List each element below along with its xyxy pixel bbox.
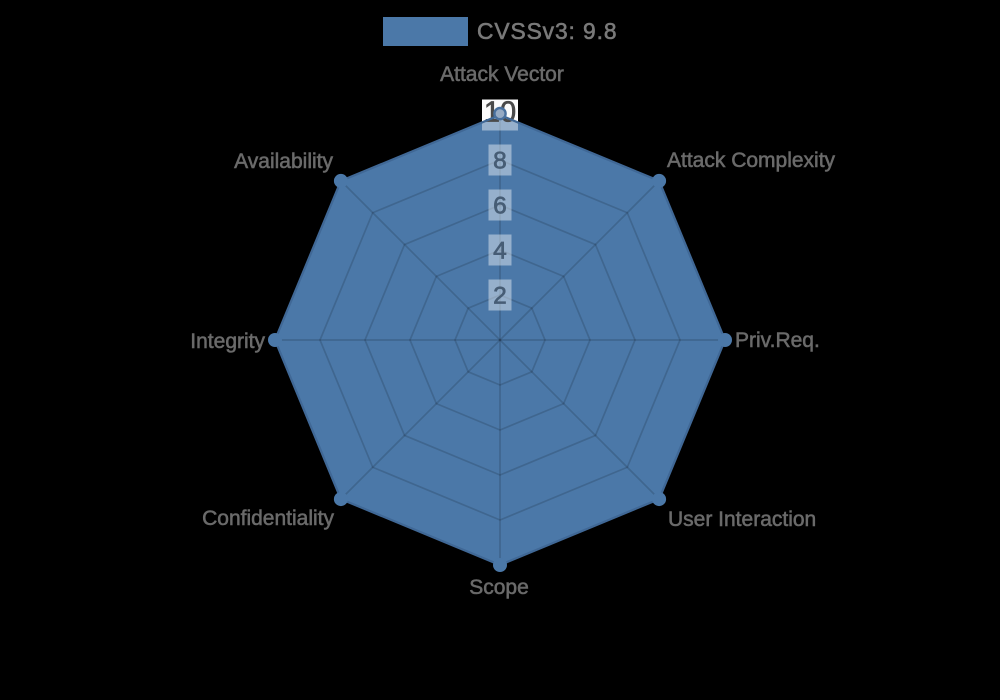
svg-text:6: 6 [493, 193, 507, 220]
svg-text:Scope: Scope [469, 576, 529, 599]
svg-text:Confidentiality: Confidentiality [202, 507, 334, 530]
svg-text:CVSSv3: 9.8: CVSSv3: 9.8 [477, 18, 617, 44]
svg-text:4: 4 [493, 238, 507, 265]
svg-text:Integrity: Integrity [190, 330, 265, 353]
svg-text:Priv.Req.: Priv.Req. [735, 329, 820, 352]
svg-text:Attack Complexity: Attack Complexity [667, 149, 836, 172]
svg-text:2: 2 [493, 283, 507, 310]
svg-text:Availability: Availability [234, 150, 333, 173]
svg-text:Attack Vector: Attack Vector [440, 63, 564, 86]
svg-text:8: 8 [493, 148, 507, 175]
svg-text:User Interaction: User Interaction [668, 508, 816, 531]
